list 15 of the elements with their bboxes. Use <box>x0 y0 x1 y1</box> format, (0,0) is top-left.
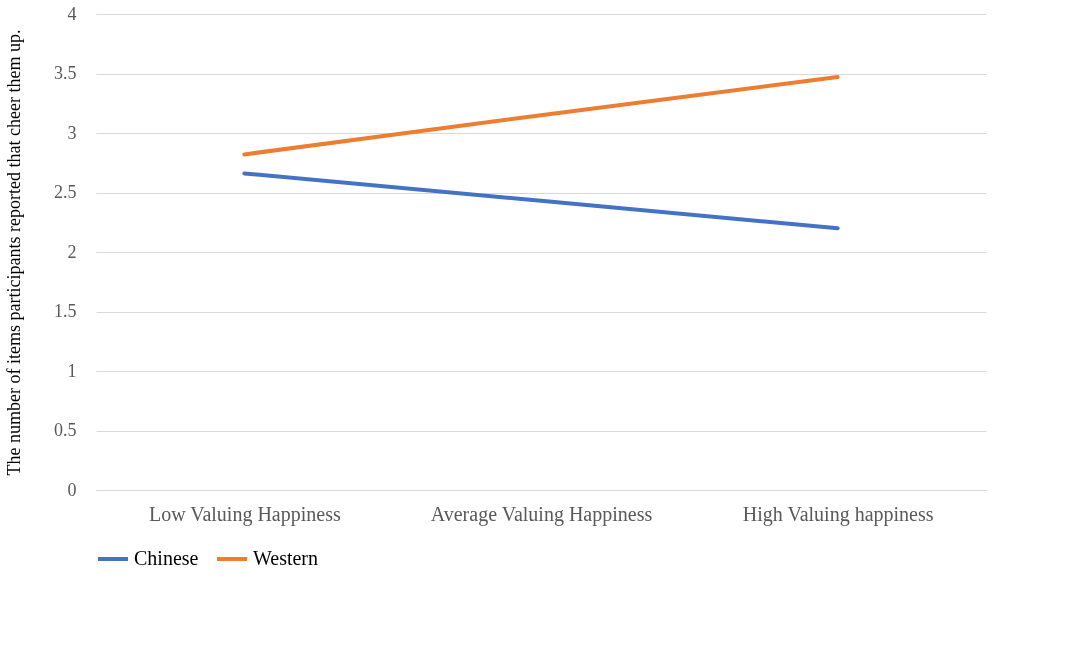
y-axis-title: The number of items participants reported that cheer them up. <box>4 29 24 476</box>
x-tick-label: Average Valuing Happiness <box>430 502 653 526</box>
y-tick-label: 0.5 <box>54 420 77 440</box>
legend-label: Western <box>253 547 319 569</box>
y-tick-label: 0 <box>67 479 77 500</box>
y-tick-label: 4 <box>67 3 77 24</box>
legend-label: Chinese <box>134 547 199 569</box>
y-tick-label: 1.5 <box>54 301 77 321</box>
y-tick-label: 3.5 <box>54 63 77 83</box>
y-tick-label: 2.5 <box>54 182 77 202</box>
y-tick-label: 1 <box>67 360 77 381</box>
y-tick-label: 3 <box>67 122 77 143</box>
x-tick-label: Low Valuing Happiness <box>148 502 341 526</box>
y-tick-label: 2 <box>67 241 77 262</box>
x-tick-label: High Valuing happiness <box>742 502 934 526</box>
